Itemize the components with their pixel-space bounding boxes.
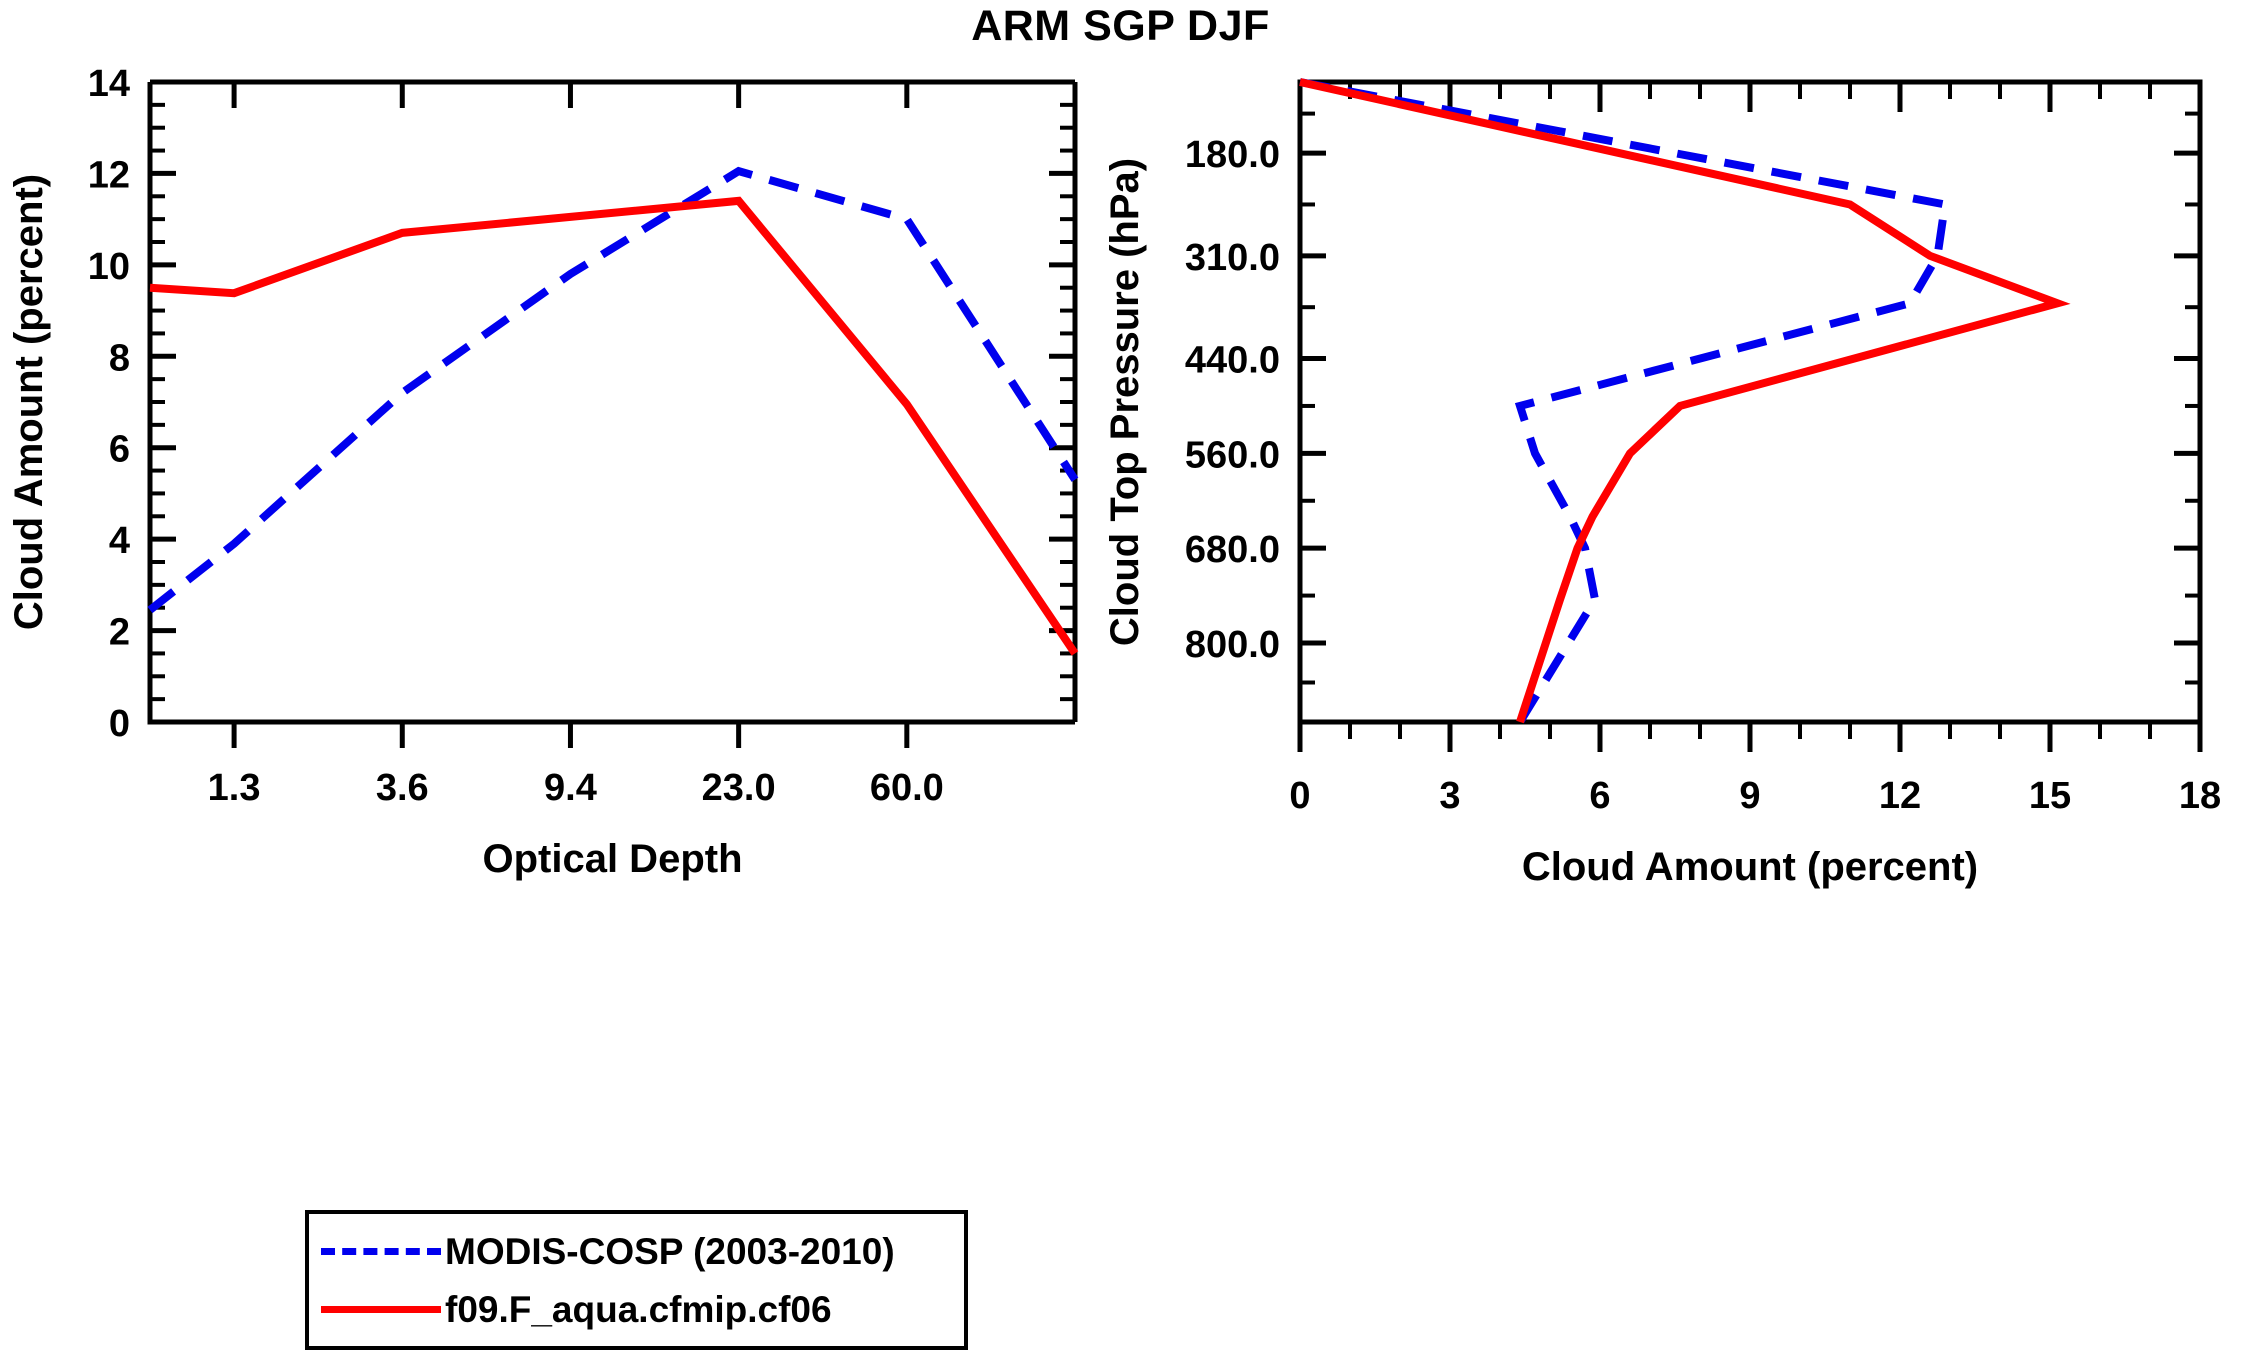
x-tick-label: 6 — [1589, 775, 1610, 817]
legend-line-swatch — [321, 1247, 441, 1255]
pressure-tick-label: 440.0 — [1185, 340, 1280, 382]
x-tick-label: 1.3 — [208, 767, 261, 809]
right-panel-series-model — [1299, 78, 2071, 724]
x-tick-label: 18 — [2179, 775, 2221, 817]
x-tick-label: 9.4 — [544, 767, 597, 809]
x-tick-label: 0 — [1289, 775, 1310, 817]
y-tick-label: 10 — [88, 246, 130, 288]
right-panel-chart: 180.0 310.0 440.0 560.0 680.0 800.0 0 3 6 9 12 15 18… — [1103, 78, 2221, 889]
legend-entry-label: MODIS-COSP (2003-2010) — [445, 1230, 895, 1272]
right-panel-x-axis-title: Cloud Amount (percent) — [1522, 845, 1978, 889]
legend-entry-label: f09.F_aqua.cfmip.cf06 — [445, 1288, 832, 1330]
pressure-tick-label: 800.0 — [1185, 624, 1280, 666]
x-tick-label: 3.6 — [376, 767, 429, 809]
legend-entry: f09.F_aqua.cfmip.cf06 — [309, 1280, 964, 1338]
y-tick-label: 14 — [88, 63, 130, 105]
y-tick-label: 2 — [109, 612, 130, 654]
left-panel-series-observation — [147, 166, 1079, 614]
x-tick-label: 3 — [1439, 775, 1460, 817]
y-tick-label: 0 — [109, 703, 130, 745]
x-tick-label: 15 — [2029, 775, 2071, 817]
legend: MODIS-COSP (2003-2010) f09.F_aqua.cfmip.c… — [305, 1210, 968, 1350]
left-panel-axis-frame — [147, 82, 1075, 725]
right-panel-y-axis-title: Cloud Top Pressure (hPa) — [1103, 158, 1147, 646]
left-panel-x-axis-title: Optical Depth — [482, 837, 742, 881]
y-tick-label: 8 — [109, 337, 130, 379]
x-tick-label: 23.0 — [702, 767, 776, 809]
pressure-tick-label: 560.0 — [1185, 434, 1280, 476]
legend-line-swatch — [321, 1305, 441, 1313]
legend-entry: MODIS-COSP (2003-2010) — [309, 1222, 964, 1280]
pressure-tick-label: 180.0 — [1185, 134, 1280, 176]
x-tick-label: 60.0 — [870, 767, 944, 809]
y-tick-label: 12 — [88, 154, 130, 196]
figure-title: ARM SGP DJF — [971, 2, 1270, 50]
x-tick-label: 9 — [1739, 775, 1760, 817]
pressure-tick-label: 680.0 — [1185, 529, 1280, 571]
left-panel-chart: 0 2 4 6 8 10 12 14 1.3 3.6 9.4 23.0 60.0 Optical Dept… — [7, 63, 1079, 881]
right-panel-series-observation — [1299, 78, 1950, 725]
right-panel-axis-frame — [1297, 79, 2203, 725]
y-tick-label: 6 — [109, 429, 130, 471]
left-panel-series-model — [149, 196, 1079, 656]
y-tick-label: 4 — [109, 520, 130, 562]
x-tick-label: 12 — [1879, 775, 1921, 817]
pressure-tick-label: 310.0 — [1185, 237, 1280, 279]
left-panel-y-axis-title: Cloud Amount (percent) — [7, 174, 51, 630]
